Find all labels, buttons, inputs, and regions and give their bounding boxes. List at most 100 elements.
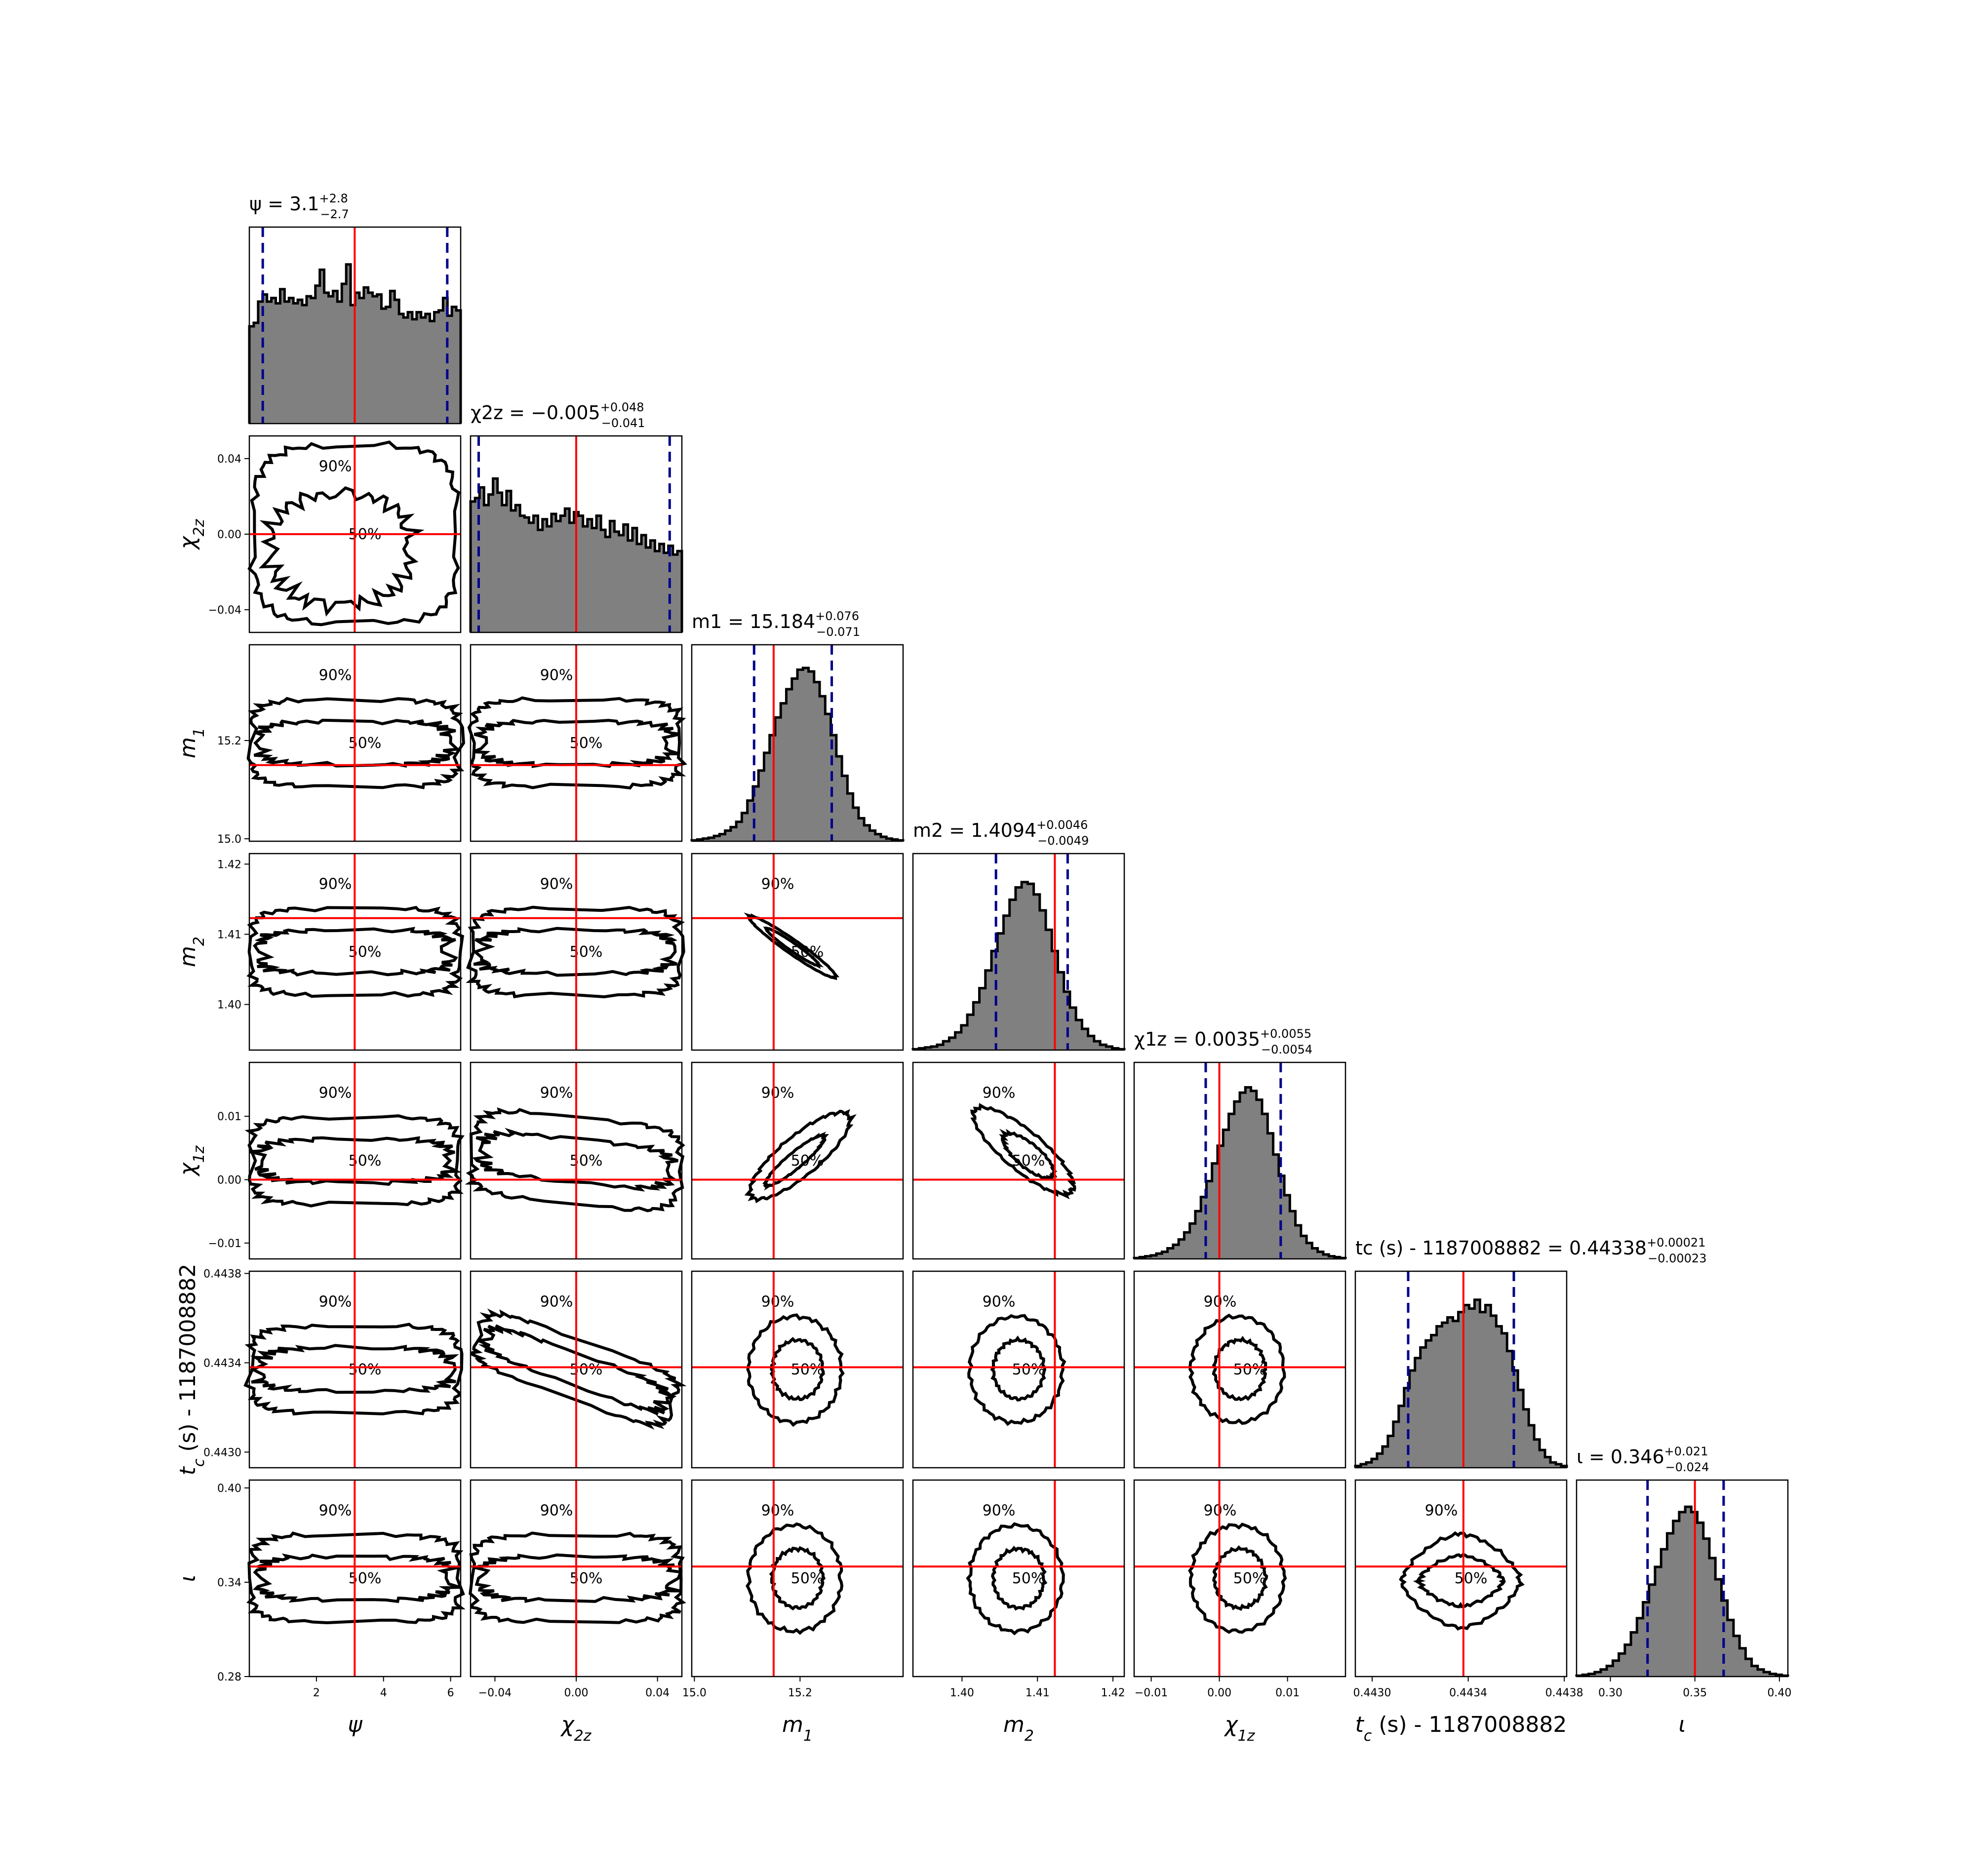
contour-50	[472, 1128, 680, 1192]
y-tick-label: 0.34	[217, 1577, 241, 1589]
hist-bar	[714, 836, 720, 841]
panel-frame	[248, 1270, 462, 1469]
pair-panel-iota-vs-psi: 90% 50% 0.28 0.34 0.40	[217, 1479, 466, 1683]
hist-bar	[578, 515, 584, 632]
hist-bar	[390, 291, 395, 424]
contour-90	[746, 1313, 845, 1427]
pair-panel-chi1z-vs-m2: 90% 50%	[912, 1061, 1125, 1260]
hist-outline	[1354, 1298, 1568, 1468]
hist-bar	[623, 524, 629, 632]
hist-bar	[1301, 1236, 1307, 1259]
x-axis-label-chi2z: χ2z	[560, 1712, 592, 1745]
hist-bar	[764, 752, 770, 841]
hist-bar	[1619, 1653, 1625, 1677]
x-axis-label-psi: ψ	[348, 1712, 362, 1737]
hist-bar	[1033, 894, 1040, 1050]
hist-bar	[311, 298, 316, 424]
hist-bar	[271, 298, 276, 424]
hist-bar	[1398, 1406, 1405, 1468]
contour-50	[473, 719, 681, 768]
panel-frame	[470, 1061, 683, 1260]
hist-bar	[864, 825, 870, 841]
hist-bar	[781, 703, 787, 841]
contour-90	[246, 697, 465, 789]
panel-frame	[691, 853, 904, 1051]
hist-bar	[319, 270, 325, 424]
pair-panel-tc-vs-m2: 90% 50%	[912, 1270, 1125, 1469]
diag-panel-m1: m1 = 15.184+0.076−0.071	[690, 609, 905, 842]
panel-frame	[912, 1479, 1125, 1678]
pair-panel-m2-vs-m1: 90% 50%	[691, 853, 904, 1051]
hist-bar	[672, 554, 678, 632]
hist-bar	[1317, 1251, 1324, 1259]
hist-bar	[1529, 1425, 1535, 1468]
hist-bar	[395, 300, 399, 424]
hist-bar	[1076, 1020, 1082, 1050]
panel-frame	[470, 1270, 683, 1469]
diag-title-m1: m1 = 15.184+0.076	[692, 609, 859, 632]
x-tick-label-iota: 0.30	[1598, 1687, 1622, 1699]
hist-bar	[967, 1015, 974, 1050]
hist-bar	[416, 312, 422, 424]
hist-bar	[1523, 1409, 1529, 1468]
x-tick-label-chi2z: 0.00	[564, 1687, 589, 1699]
hist-bar	[1284, 1195, 1290, 1259]
hist-bar	[1145, 1256, 1151, 1259]
contour-50	[991, 1546, 1048, 1611]
hist-bar	[1156, 1253, 1162, 1259]
hist-bar	[601, 530, 606, 632]
hist-bar	[1685, 1507, 1692, 1677]
hist-bar	[1512, 1370, 1518, 1468]
x-tick-label-m2: 1.42	[1101, 1687, 1125, 1699]
hist-bar	[1100, 1045, 1106, 1050]
diag-panel-m2: m2 = 1.4094+0.0046−0.0049	[911, 818, 1126, 1051]
hist-bar	[1360, 1464, 1367, 1468]
hist-bar	[359, 298, 364, 424]
hist-bar	[403, 317, 408, 424]
contour-50	[1212, 1545, 1268, 1611]
contour-label-50: 50%	[570, 943, 603, 961]
hist-bar	[515, 505, 520, 632]
hist-bar	[1436, 1326, 1443, 1468]
hist-bar	[614, 531, 620, 632]
contour-90	[1399, 1531, 1525, 1631]
pair-panel-m1-vs-psi: 90% 50% 15.0 15.2	[217, 644, 465, 846]
hist-bar	[262, 294, 268, 424]
hist-bar	[355, 292, 360, 424]
y-tick-label: 15.0	[217, 833, 241, 846]
contour-90	[467, 696, 687, 790]
hist-outline	[911, 881, 1126, 1051]
pair-panel-iota-vs-m1: 90% 50%	[691, 1479, 904, 1678]
y-tick-label: 0.04	[217, 453, 241, 466]
contour-label-90: 90%	[319, 1502, 352, 1520]
contour-50	[762, 1132, 830, 1191]
hist-bar	[1217, 1145, 1224, 1259]
contour-label-50: 50%	[349, 735, 382, 752]
pair-panel-m1-vs-chi2z: 90% 50%	[467, 644, 687, 842]
hist-bar	[583, 526, 588, 632]
hist-bar	[991, 951, 998, 1050]
contour-90	[1188, 1313, 1286, 1425]
y-tick-label: 1.42	[217, 859, 241, 871]
contour-label-90: 90%	[540, 1502, 573, 1520]
contour-label-50: 50%	[1012, 1361, 1045, 1378]
contour-label-90: 90%	[319, 1293, 352, 1311]
diag-title-chi1z: χ1z = 0.0035+0.0055	[1134, 1027, 1311, 1050]
contour-label-90: 90%	[540, 1085, 573, 1102]
hist-bar	[533, 515, 539, 632]
hist-bar	[596, 515, 601, 632]
hist-bar	[1550, 1462, 1556, 1468]
contour-50	[990, 1335, 1046, 1402]
hist-bar	[1745, 1659, 1752, 1677]
y-axis-label-tc: tc (s) - 1187008882	[175, 1264, 208, 1476]
hist-bar	[736, 821, 742, 841]
hist-bar	[592, 528, 597, 632]
hist-bar	[502, 505, 507, 632]
hist-bar	[1082, 1029, 1089, 1050]
contour-label-50: 50%	[570, 1152, 603, 1170]
panel-frame	[1354, 1479, 1568, 1678]
x-axis-label-m2: m2	[1003, 1712, 1034, 1745]
y-tick-label: 0.28	[217, 1671, 241, 1683]
hist-bar	[337, 301, 342, 424]
hist-bar	[1431, 1335, 1437, 1468]
